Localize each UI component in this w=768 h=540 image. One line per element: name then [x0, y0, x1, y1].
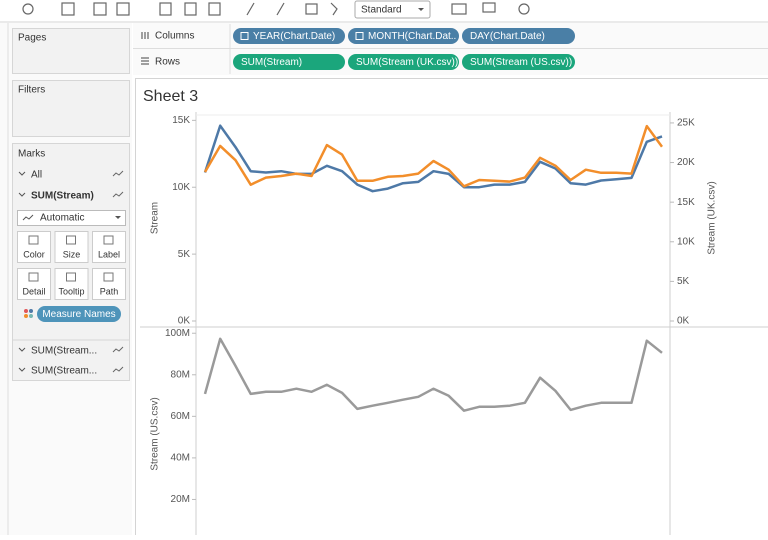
mark-button-label: Path [100, 286, 119, 296]
y2-tick-label: 0K [677, 316, 690, 327]
marks-more[interactable]: SUM(Stream... [31, 346, 97, 357]
rows-pill-label: SUM(Stream) [241, 57, 302, 68]
y-tick-label: 10K [172, 182, 190, 193]
sheet-title: Sheet 3 [143, 88, 198, 105]
marks-current[interactable]: SUM(Stream) [31, 191, 94, 202]
color-dot [29, 309, 33, 313]
pages-title: Pages [18, 33, 46, 44]
color-dot [29, 314, 33, 318]
y-tick-label: 100M [165, 328, 190, 339]
y2-tick-label: 20K [677, 157, 695, 168]
fit-dropdown-label: Standard [361, 5, 402, 16]
y-axis-title: Stream [150, 202, 161, 234]
y-tick-label: 5K [178, 249, 191, 260]
y-tick-label: 80M [171, 369, 190, 380]
measure-names-label: Measure Names [42, 309, 115, 320]
y-tick-label: 15K [172, 115, 190, 126]
filters-title: Filters [18, 85, 45, 96]
y-tick-label: 40M [171, 453, 190, 464]
rows-pill-label: SUM(Stream (US.csv)) [470, 57, 572, 68]
mark-button-label: Detail [22, 286, 45, 296]
columns-pill-label: MONTH(Chart.Dat.. [368, 31, 456, 42]
mark-button-label: Color [23, 249, 45, 259]
mark-button-label: Tooltip [58, 286, 84, 296]
color-dot [24, 314, 28, 318]
mark-button-label: Size [63, 249, 81, 259]
mark-button-label: Label [98, 249, 120, 259]
color-dot [24, 309, 28, 313]
y-tick-label: 60M [171, 411, 190, 422]
y2-tick-label: 25K [677, 118, 695, 129]
rows-pill-label: SUM(Stream (UK.csv)) [356, 57, 458, 68]
columns-label: Columns [155, 31, 194, 42]
sheet [136, 79, 768, 536]
y2-tick-label: 10K [677, 236, 695, 247]
y2-axis-title: Stream (UK.csv) [707, 181, 718, 254]
rows-label: Rows [155, 57, 180, 68]
y-tick-label: 20M [171, 494, 190, 505]
marks-more[interactable]: SUM(Stream... [31, 366, 97, 377]
y-tick-label: 0K [178, 316, 191, 327]
mark-type-label: Automatic [40, 213, 84, 224]
y-axis-title: Stream (US.csv) [150, 397, 161, 470]
columns-pill-label: YEAR(Chart.Date) [253, 31, 335, 42]
y2-tick-label: 5K [677, 276, 690, 287]
y2-tick-label: 15K [677, 197, 695, 208]
marks-all[interactable]: All [31, 170, 42, 181]
columns-pill-label: DAY(Chart.Date) [470, 31, 545, 42]
marks-title: Marks [18, 149, 45, 160]
